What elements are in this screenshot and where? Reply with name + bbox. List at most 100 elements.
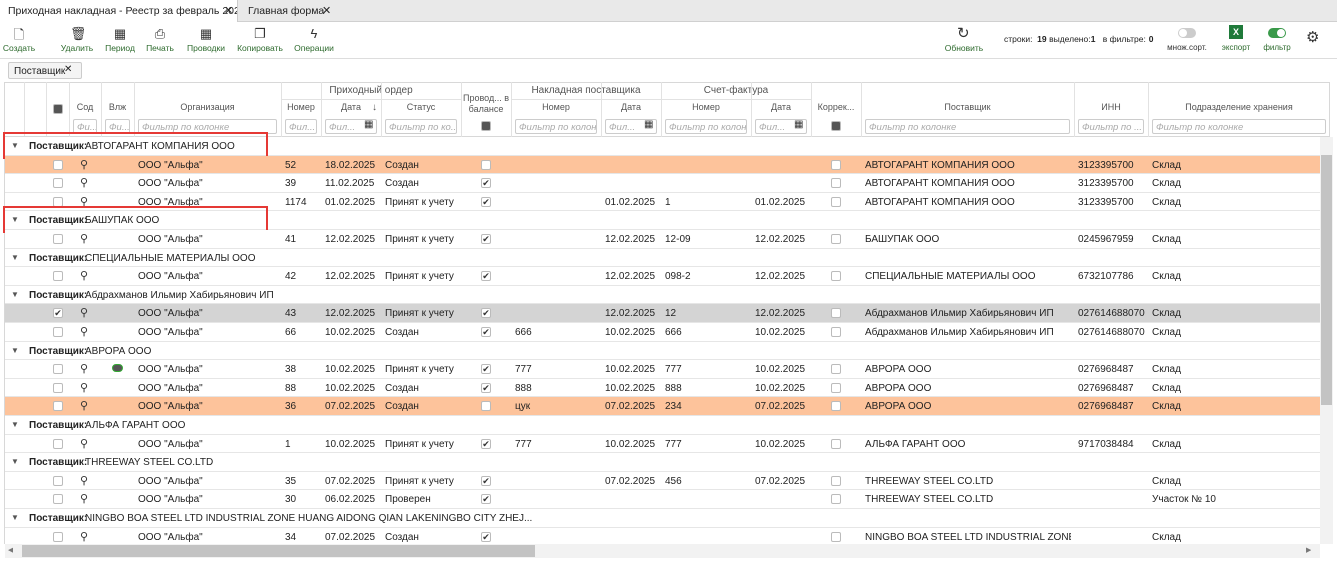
view-icon[interactable]: ⚲ [80,474,89,487]
view-icon[interactable]: ⚲ [80,437,89,450]
view-icon[interactable]: ⚲ [80,158,89,171]
toolbar-button[interactable]: Операции [294,43,334,53]
row-checkbox[interactable] [53,438,63,449]
column-filter[interactable]: Фильтр по ко... [385,119,457,134]
column-header: Организация [180,102,235,112]
stat-label: в фильтре: [1102,34,1146,44]
column-header: ИНН [1101,102,1121,112]
toggle[interactable] [1178,28,1196,38]
tab-close[interactable]: ✕ [322,5,332,17]
data-row[interactable] [5,267,1320,286]
tab[interactable]: Главная форма [248,5,325,17]
row-checkbox[interactable] [53,401,63,412]
refresh-button[interactable]: Обновить [944,43,984,53]
row-checkbox[interactable] [53,531,63,542]
view-icon[interactable]: ⚲ [80,307,89,320]
data-row[interactable] [5,434,1320,454]
data-row[interactable] [5,360,1320,379]
knob [1277,29,1285,37]
cell: АВРОРА ООО [865,401,932,413]
column-filter[interactable]: Фил... [605,119,657,134]
scroll-left[interactable]: ◀ [8,547,14,554]
expander[interactable]: ▼ [11,252,19,262]
tab[interactable]: Приходная накладная - Реестр за февраль … [0,0,238,22]
cell: ООО "Альфа" [138,494,203,506]
toolbar-button[interactable]: Удалить [60,43,94,53]
cell: 10.02.2025 [755,382,806,394]
cell: 30 [285,494,297,506]
cell: 39 [285,178,297,190]
data-row[interactable] [5,490,1320,509]
column-filter[interactable]: Фил... [285,119,317,134]
cell-checkbox: ✔ [481,438,491,449]
cell: 35 [285,475,297,487]
cell: 07.02.2025 [605,475,656,487]
row-checkbox[interactable] [53,364,63,375]
data-row[interactable] [5,192,1320,212]
toolbar-button[interactable]: Копировать [237,43,283,53]
v-scroll-thumb[interactable] [1321,155,1332,405]
row-checkbox[interactable]: ✔ [53,308,63,319]
view-icon[interactable]: ⚲ [80,381,89,394]
view-icon[interactable]: ⚲ [80,195,89,208]
filter-checkbox[interactable] [481,121,491,131]
cell: Склад [1152,308,1181,320]
view-icon[interactable]: ⚲ [80,530,89,543]
cell: NINGBO BOA STEEL LTD INDUSTRIAL ZONE HUA… [865,531,1071,543]
toolbar-toggle[interactable]: фильтр [1263,43,1291,52]
expander[interactable]: ▼ [11,513,19,522]
data-row[interactable] [5,397,1320,416]
toolbar-toggle[interactable]: множ.сорт. [1167,43,1207,52]
row-checkbox[interactable] [53,327,63,337]
view-icon[interactable]: ⚲ [80,493,89,506]
data-row[interactable] [5,323,1320,342]
data-row[interactable] [5,230,1320,249]
row-checkbox[interactable] [53,494,63,505]
settings-icon[interactable]: ⚙ [1306,29,1320,46]
row-checkbox[interactable] [53,234,63,244]
data-row[interactable] [5,471,1320,491]
expander[interactable]: ▼ [11,289,19,299]
row-checkbox[interactable] [53,196,63,207]
view-icon[interactable]: ⚲ [80,270,89,283]
toolbar-toggle[interactable]: экспорт [1221,43,1251,52]
expander[interactable]: ▼ [11,420,19,429]
data-row[interactable] [5,174,1320,193]
view-icon[interactable]: ⚲ [80,177,89,190]
cell: 777 [515,438,532,450]
row-checkbox[interactable] [53,382,63,393]
column-filter[interactable]: Фильтр по колонке [665,119,747,134]
row-checkbox[interactable] [53,178,63,189]
row-checkbox[interactable] [53,475,63,486]
row-checkbox[interactable] [53,159,63,170]
toolbar-icon: 🗋 [13,27,25,42]
column-filter[interactable]: Фильтр по колонке [1152,119,1326,134]
filter-chip[interactable]: Поставщик [8,62,83,79]
data-row[interactable] [5,304,1320,323]
view-icon[interactable]: ⚲ [80,400,89,413]
h-scroll-thumb[interactable] [22,545,535,557]
column-header: Статус [406,102,436,112]
row-checkbox[interactable] [53,271,63,282]
view-icon[interactable]: ⚲ [80,233,89,245]
column-filter[interactable]: Фильтр по ... [1078,119,1144,134]
toolbar-button[interactable]: Создать [2,43,36,53]
toolbar-button[interactable]: Печать [146,43,174,53]
expander[interactable]: ▼ [11,457,19,467]
column-filter[interactable]: Фильтр по колонке [865,119,1070,134]
column-filter[interactable]: Фил... [755,119,807,134]
toolbar-button[interactable]: Проводки [187,43,225,53]
scroll-right[interactable]: ▶ [1306,547,1312,554]
toolbar-button[interactable]: Период [105,43,135,53]
view-icon[interactable]: ⚲ [80,363,89,376]
expander[interactable]: ▼ [11,215,19,225]
view-icon[interactable]: ⚲ [80,326,89,338]
data-row[interactable] [5,155,1320,175]
data-row[interactable] [5,378,1320,398]
filter-checkbox[interactable] [831,121,841,131]
expander[interactable]: ▼ [11,345,19,355]
tab-close[interactable]: ✕ [224,5,234,17]
column-filter[interactable]: Фильтр по колонке [515,119,597,134]
column-filter[interactable]: Фил... [325,119,377,134]
expander[interactable]: ▼ [11,141,19,150]
